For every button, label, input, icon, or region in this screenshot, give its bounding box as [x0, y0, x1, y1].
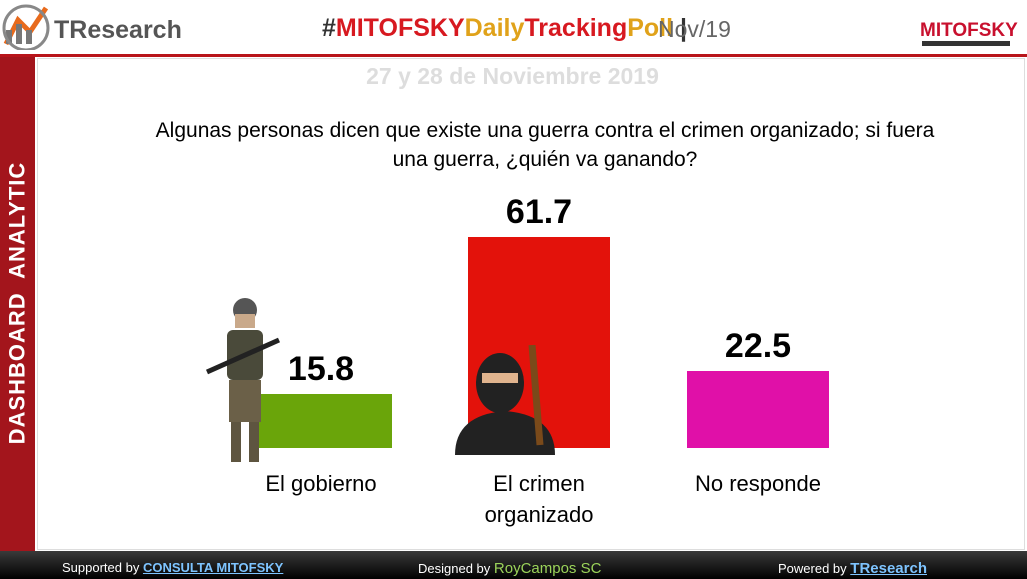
brand-logo: MITOFSKY	[920, 20, 1018, 41]
value-label: 22.5	[724, 327, 792, 366]
title-part: |	[673, 14, 688, 42]
bar	[687, 371, 829, 448]
header-title: #MITOFSKYDailyTrackingPoll |	[322, 14, 687, 43]
question: Algunas personas dicen que existe una gu…	[155, 119, 935, 171]
logo-text: TResearch	[54, 16, 182, 44]
category-label: No responde	[695, 471, 821, 496]
value-label: 61.7	[505, 192, 573, 231]
soldier-icon	[205, 298, 281, 462]
category-label: El crimen organizado	[484, 471, 594, 527]
footer-label: Powered by	[778, 561, 847, 576]
value-label: 15.8	[287, 349, 355, 388]
title-part: Tracking	[524, 14, 628, 42]
header-rule	[0, 54, 1027, 57]
title-part: Daily	[464, 14, 525, 42]
title-part: MITOFSKY	[335, 14, 465, 42]
period: Nov/19	[658, 16, 731, 42]
content-frame	[37, 58, 1025, 550]
subtitle: 27 y 28 de Noviembre 2019	[366, 63, 659, 89]
category-label: El gobierno	[265, 471, 377, 496]
chart: 15.8 El gobierno 61.7 El crimen organizado 2…	[250, 192, 829, 527]
footer-label: Designed by	[418, 561, 491, 576]
footer-label: Supported by	[62, 560, 140, 575]
brand-underline	[922, 41, 1010, 46]
sidebar	[0, 57, 35, 551]
bar	[250, 393, 392, 448]
title-part: Poll	[627, 14, 674, 42]
footer: Supported by CONSULTA MITOFSKY Designed …	[0, 551, 1027, 579]
criminal-icon	[455, 345, 555, 455]
title-part: #	[322, 14, 336, 42]
footer-designer: RoyCampos SC	[493, 560, 602, 577]
footer-link[interactable]: CONSULTA MITOFSKY	[142, 560, 284, 575]
logo-icon	[2, 4, 50, 50]
footer-link[interactable]: TResearch	[850, 560, 927, 577]
